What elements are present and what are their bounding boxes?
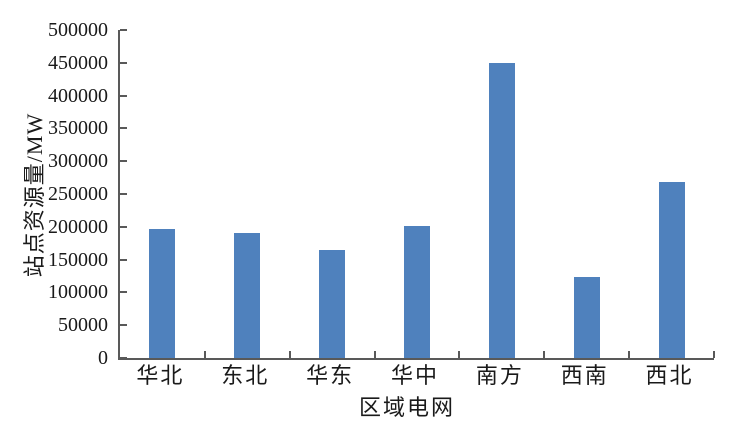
bar-东北 <box>234 233 261 358</box>
bar-华中 <box>404 225 430 358</box>
y-axis-tick-label: 0 <box>98 347 108 369</box>
x-axis-tick <box>713 351 715 358</box>
y-axis-tick-label: 250000 <box>48 183 108 205</box>
y-axis-tick <box>120 357 127 359</box>
bar-华东 <box>319 250 346 358</box>
y-axis-tick-label: 300000 <box>48 150 108 173</box>
x-axis-tick <box>458 351 461 358</box>
bar-南方 <box>488 62 515 358</box>
x-category-label: 西北 <box>645 363 694 388</box>
x-category-label: 东北 <box>221 363 270 388</box>
x-axis-tick <box>373 351 376 358</box>
x-category-label: 华中 <box>390 363 439 388</box>
y-axis-tick-label: 150000 <box>48 248 108 271</box>
y-axis-tick-label: 50000 <box>58 314 108 337</box>
x-category-label: 西南 <box>560 363 609 388</box>
y-axis-tick <box>120 225 127 228</box>
y-axis-tick-label: 100000 <box>48 281 108 304</box>
plot-area <box>118 29 715 360</box>
y-axis-tick-label: 400000 <box>48 84 108 107</box>
y-axis-tick <box>120 291 127 294</box>
x-axis-tick <box>543 351 546 358</box>
x-axis-tick <box>288 351 291 358</box>
y-axis-tick <box>120 324 127 327</box>
y-axis-tick <box>120 160 127 163</box>
x-axis-tick <box>628 351 631 358</box>
y-axis-tick <box>120 29 127 31</box>
y-axis-tick <box>120 94 127 97</box>
y-axis-tick <box>120 127 127 130</box>
y-axis-tick <box>120 258 127 261</box>
bar-华北 <box>149 228 176 358</box>
x-category-label: 华东 <box>306 363 355 388</box>
x-axis-tick <box>203 351 206 358</box>
bar-西北 <box>658 182 685 358</box>
y-axis-tick-label: 450000 <box>48 51 108 74</box>
y-axis-tick <box>120 61 127 64</box>
y-axis-tick <box>120 193 127 195</box>
y-axis-tick-label: 200000 <box>48 215 108 238</box>
y-axis-tick-label: 350000 <box>48 117 108 140</box>
x-axis-title: 区域电网 <box>358 395 455 420</box>
x-category-label: 华北 <box>136 363 185 388</box>
bar-西南 <box>573 277 600 358</box>
y-axis-tick-label: 500000 <box>48 19 108 41</box>
x-category-label: 南方 <box>475 363 524 388</box>
